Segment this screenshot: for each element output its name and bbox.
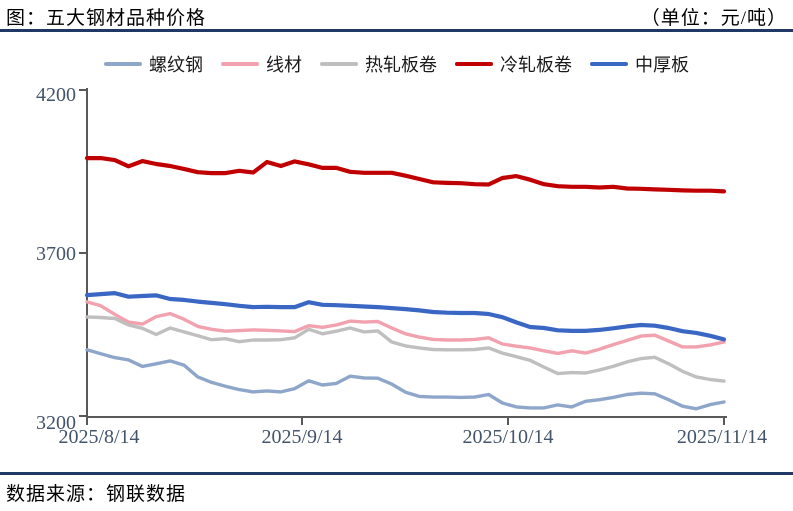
legend-item-hot-rolled-coil: 热轧板卷: [320, 51, 437, 77]
medium-plate-line-swatch-icon: [590, 61, 628, 67]
legend-item-wire-rod: 线材: [221, 51, 302, 77]
legend-label: 中厚板: [635, 55, 689, 75]
y-tick-label-3200: 3200: [36, 412, 76, 434]
legend-label: 热轧板卷: [365, 55, 437, 75]
legend-item-rebar: 螺纹钢: [104, 51, 203, 77]
axis-lines: [79, 88, 727, 425]
x-tick-label-sep: 2025/9/14: [261, 426, 343, 448]
hot-rolled-coil-line-swatch-icon: [320, 62, 358, 66]
legend-item-cold-rolled-coil: 冷轧板卷: [455, 51, 572, 77]
legend-item-medium-plate: 中厚板: [590, 51, 689, 77]
legend-label: 线材: [266, 55, 302, 75]
legend-label: 螺纹钢: [149, 55, 203, 75]
legend-label: 冷轧板卷: [500, 55, 572, 75]
x-tick-label-oct: 2025/10/14: [462, 426, 554, 448]
legend: 螺纹钢 线材 热轧板卷 冷轧板卷 中厚板: [0, 51, 793, 77]
page-title: 图：五大钢材品种价格: [6, 8, 207, 29]
header-divider: [0, 29, 793, 32]
data-series-lines: [84, 156, 727, 411]
y-tick-label-4200: 4200: [36, 84, 76, 106]
footer-divider: [0, 472, 793, 475]
data-source-label: 数据来源：钢联数据: [6, 484, 187, 505]
rebar-line-swatch-icon: [104, 62, 142, 66]
x-tick-label-aug: 2025/8/14: [58, 426, 140, 448]
x-tick-label-nov: 2025/11/14: [676, 426, 768, 448]
y-tick-label-3700: 3700: [36, 243, 76, 265]
cold-rolled-coil-line-swatch-icon: [455, 61, 493, 67]
wire-rod-line-swatch-icon: [221, 62, 259, 66]
unit-label: （单位：元/吨）: [640, 8, 787, 29]
